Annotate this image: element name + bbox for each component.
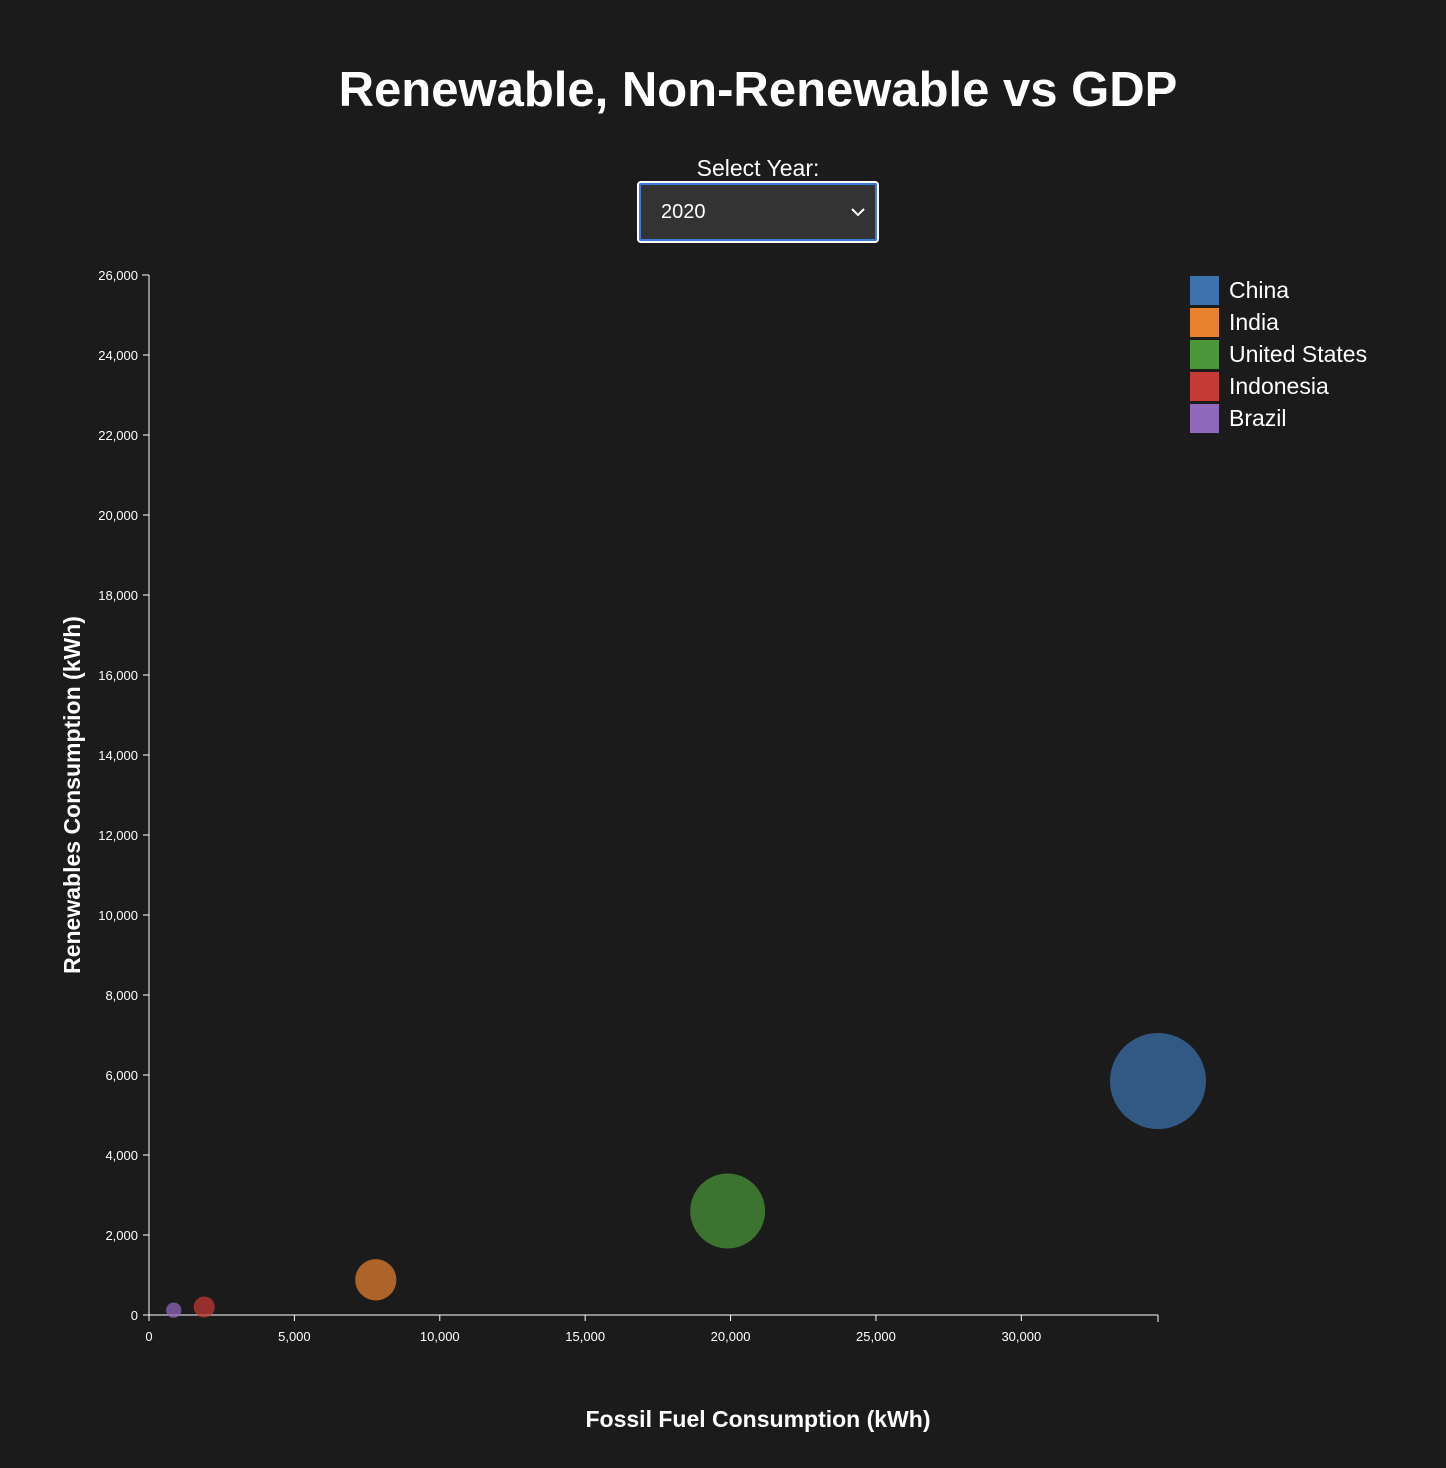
legend-item: Indonesia [1190, 370, 1367, 402]
y-tick-label: 12,000 [98, 828, 138, 843]
y-tick-label: 2,000 [105, 1228, 138, 1243]
legend-swatch [1190, 339, 1219, 369]
bubble-indonesia [193, 1296, 215, 1318]
x-tick-label: 10,000 [420, 1329, 460, 1344]
x-axis-title: Fossil Fuel Consumption (kWh) [586, 1406, 931, 1432]
x-tick-label: 30,000 [1001, 1329, 1041, 1344]
bubble-china [1110, 1033, 1206, 1129]
y-tick-label: 26,000 [98, 268, 138, 283]
y-tick-label: 24,000 [98, 348, 138, 363]
year-select[interactable]: 2020 [637, 181, 879, 243]
y-tick-label: 14,000 [98, 748, 138, 763]
y-tick-label: 18,000 [98, 588, 138, 603]
y-tick-label: 22,000 [98, 428, 138, 443]
y-tick-label: 4,000 [105, 1148, 138, 1163]
legend-swatch [1190, 403, 1219, 433]
y-tick-label: 0 [131, 1308, 138, 1323]
legend-item: India [1190, 306, 1367, 338]
legend-swatch [1190, 307, 1219, 337]
legend-label: India [1229, 308, 1279, 335]
y-axis-title: Renewables Consumption (kWh) [59, 616, 85, 974]
bubble-united-states [690, 1173, 766, 1249]
y-tick-label: 20,000 [98, 508, 138, 523]
x-tick-label: 20,000 [711, 1329, 751, 1344]
legend-label: Indonesia [1229, 372, 1329, 399]
legend-swatch [1190, 275, 1219, 305]
year-select-label: Select Year: [696, 155, 820, 181]
legend: China India United States Indonesia Brazil [1190, 274, 1367, 434]
chart-title: Renewable, Non-Renewable vs GDP [338, 63, 1178, 117]
legend-item: China [1190, 274, 1367, 306]
bubble-brazil [166, 1302, 182, 1318]
y-tick-label: 6,000 [105, 1068, 138, 1083]
legend-item: United States [1190, 338, 1367, 370]
legend-swatch [1190, 371, 1219, 401]
legend-label: Brazil [1229, 404, 1287, 431]
legend-label: United States [1229, 340, 1368, 367]
y-tick-label: 10,000 [98, 908, 138, 923]
y-tick-label: 16,000 [98, 668, 138, 683]
chevron-down-icon [851, 208, 865, 217]
legend-item: Brazil [1190, 402, 1367, 434]
x-tick-label: 25,000 [856, 1329, 896, 1344]
y-tick-label: 8,000 [105, 988, 138, 1003]
x-tick-label: 15,000 [565, 1329, 605, 1344]
x-tick-label: 0 [145, 1329, 152, 1344]
bubble-india [355, 1259, 397, 1301]
legend-label: China [1229, 276, 1290, 303]
x-tick-label: 5,000 [278, 1329, 311, 1344]
year-select-value: 2020 [661, 200, 706, 223]
